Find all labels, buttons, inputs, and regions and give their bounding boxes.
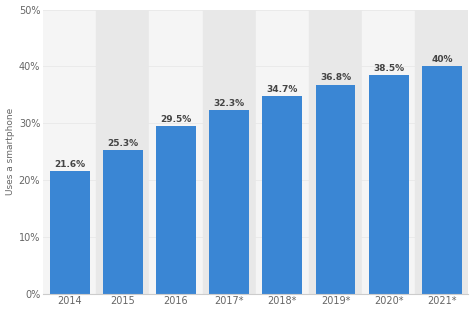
Text: 40%: 40% <box>431 55 453 64</box>
Text: 21.6%: 21.6% <box>54 160 85 169</box>
Bar <box>43 10 96 294</box>
Text: 32.3%: 32.3% <box>214 99 245 108</box>
Bar <box>209 110 249 294</box>
Bar <box>255 10 309 294</box>
Bar <box>103 150 143 294</box>
Bar <box>202 10 255 294</box>
Bar <box>309 10 362 294</box>
Text: 38.5%: 38.5% <box>373 64 404 73</box>
Bar <box>156 126 196 294</box>
Bar <box>96 10 149 294</box>
Text: 36.8%: 36.8% <box>320 73 351 82</box>
Bar <box>422 66 462 294</box>
Bar <box>263 96 302 294</box>
Bar <box>362 10 415 294</box>
Text: 34.7%: 34.7% <box>266 85 298 94</box>
Bar <box>316 85 356 294</box>
Text: 25.3%: 25.3% <box>107 139 138 148</box>
Bar <box>369 75 409 294</box>
Y-axis label: Uses a smartphone: Uses a smartphone <box>6 108 15 195</box>
Text: 29.5%: 29.5% <box>160 115 191 124</box>
Bar <box>50 171 90 294</box>
Bar <box>149 10 202 294</box>
Bar <box>415 10 468 294</box>
